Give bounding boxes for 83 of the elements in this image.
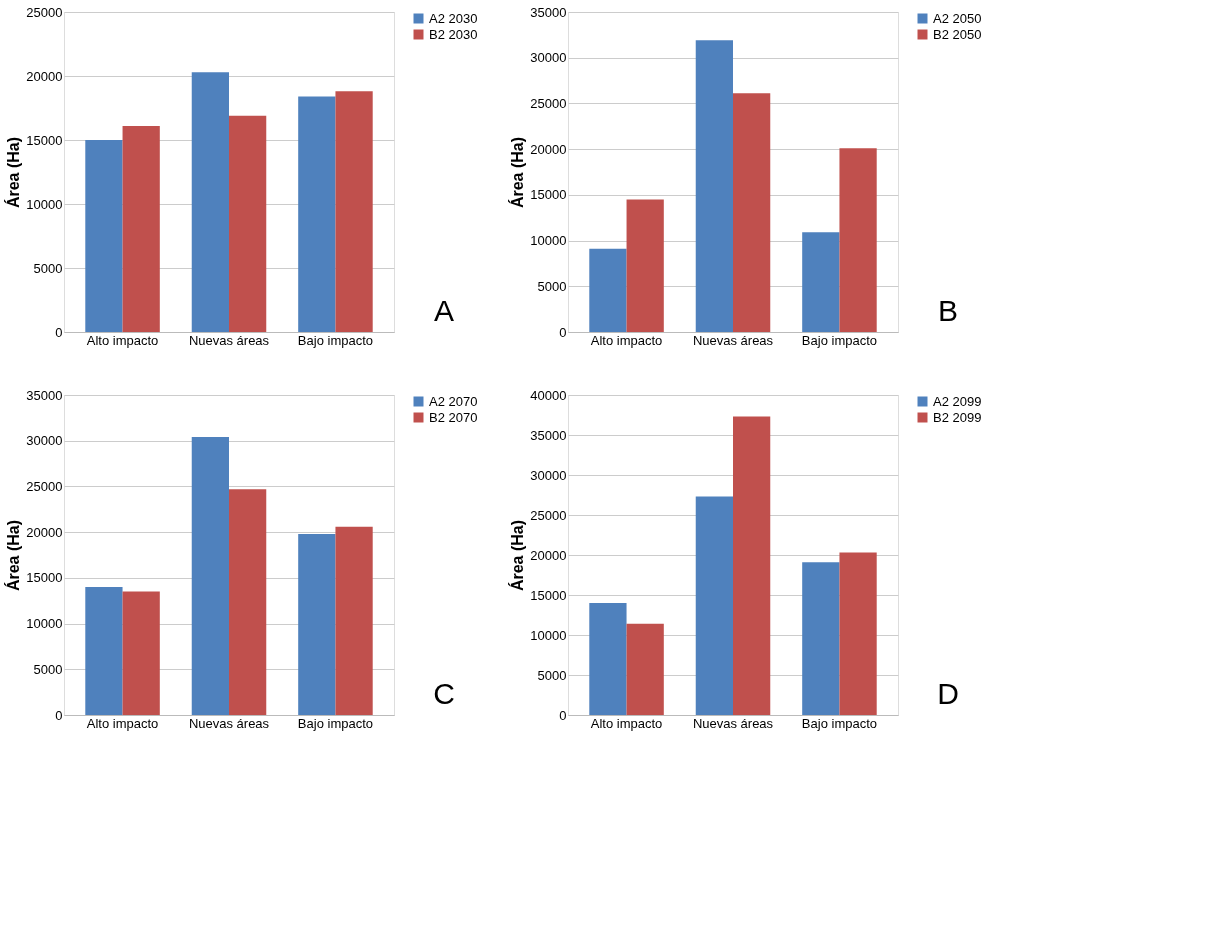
y-axis-title: Área (Ha) <box>508 519 527 592</box>
legend-label: B2 2070 <box>429 409 478 425</box>
y-tick-label: 25000 <box>530 95 567 111</box>
y-tick-label: 30000 <box>26 433 63 449</box>
bar <box>589 603 627 715</box>
y-tick-label: 40000 <box>530 387 567 403</box>
x-tick-label: Bajo impacto <box>297 332 374 348</box>
y-tick-label: 10000 <box>530 233 567 249</box>
x-tick-label: Bajo impacto <box>801 715 878 731</box>
text: D <box>937 677 959 710</box>
x-tick-label: Nuevas áreas <box>188 332 270 348</box>
bar <box>229 115 267 332</box>
y-tick-label: 30000 <box>530 50 567 66</box>
y-axis-title: Área (Ha) <box>508 136 527 209</box>
x-tick-label: Alto impacto <box>86 715 159 731</box>
y-tick-label: 5000 <box>537 278 567 294</box>
y-tick-label: 5000 <box>33 661 63 677</box>
x-tick-label: Bajo impacto <box>297 715 374 731</box>
y-tick-label: 10000 <box>26 616 63 632</box>
x-tick-label: Alto impacto <box>590 332 663 348</box>
bar <box>695 496 733 715</box>
bar <box>802 562 840 715</box>
bar <box>695 40 733 332</box>
bar <box>298 533 336 715</box>
y-tick-label: 15000 <box>530 587 567 603</box>
bar <box>802 232 840 332</box>
y-tick-label: 0 <box>55 707 63 723</box>
x-tick-label: Alto impacto <box>86 332 159 348</box>
bar <box>335 526 373 715</box>
y-tick-label: 15000 <box>26 132 63 148</box>
legend-label: A2 2030 <box>429 10 478 26</box>
bar <box>85 140 123 332</box>
text: C <box>433 677 455 710</box>
y-tick-label: 0 <box>559 707 567 723</box>
bar <box>733 416 771 715</box>
bar <box>191 437 229 715</box>
y-tick-label: 5000 <box>33 260 63 276</box>
y-axis-title: Área (Ha) <box>4 136 23 209</box>
y-tick-label: 20000 <box>26 68 63 84</box>
y-tick-label: 35000 <box>530 427 567 443</box>
x-tick-label: Alto impacto <box>590 715 663 731</box>
bar <box>626 623 664 715</box>
text: A <box>433 294 455 327</box>
x-tick-label: Nuevas áreas <box>692 715 774 731</box>
y-axis-title: Área (Ha) <box>4 519 23 592</box>
y-tick-label: 0 <box>559 324 567 340</box>
bar <box>839 552 877 715</box>
y-tick-label: 10000 <box>26 196 63 212</box>
bar <box>122 125 160 332</box>
x-tick-label: Nuevas áreas <box>188 715 270 731</box>
bar <box>839 148 877 332</box>
y-tick-label: 15000 <box>530 187 567 203</box>
legend-label: A2 2070 <box>429 393 478 409</box>
legend-label: B2 2030 <box>429 26 478 42</box>
legend-label: B2 2050 <box>933 26 982 42</box>
y-tick-label: 15000 <box>26 570 63 586</box>
x-tick-label: Nuevas áreas <box>692 332 774 348</box>
y-tick-label: 0 <box>55 324 63 340</box>
bar <box>191 72 229 332</box>
bar <box>85 587 123 715</box>
bar <box>335 91 373 332</box>
bar <box>229 489 267 715</box>
bar <box>589 248 627 332</box>
y-tick-label: 10000 <box>530 627 567 643</box>
legend-label: A2 2050 <box>933 10 982 26</box>
y-tick-label: 5000 <box>537 667 567 683</box>
y-tick-label: 20000 <box>530 547 567 563</box>
y-tick-label: 25000 <box>26 478 63 494</box>
bar <box>626 199 664 332</box>
y-tick-label: 20000 <box>530 141 567 157</box>
y-tick-label: 35000 <box>26 387 63 403</box>
bar <box>122 591 160 715</box>
x-tick-label: Bajo impacto <box>801 332 878 348</box>
y-tick-label: 35000 <box>530 4 567 20</box>
y-tick-label: 20000 <box>26 524 63 540</box>
text: B <box>937 294 959 327</box>
y-tick-label: 25000 <box>26 4 63 20</box>
legend-label: B2 2099 <box>933 409 982 425</box>
y-tick-label: 25000 <box>530 507 567 523</box>
legend-label: A2 2099 <box>933 393 982 409</box>
y-tick-label: 30000 <box>530 467 567 483</box>
bar <box>733 93 771 332</box>
bar <box>298 96 336 332</box>
